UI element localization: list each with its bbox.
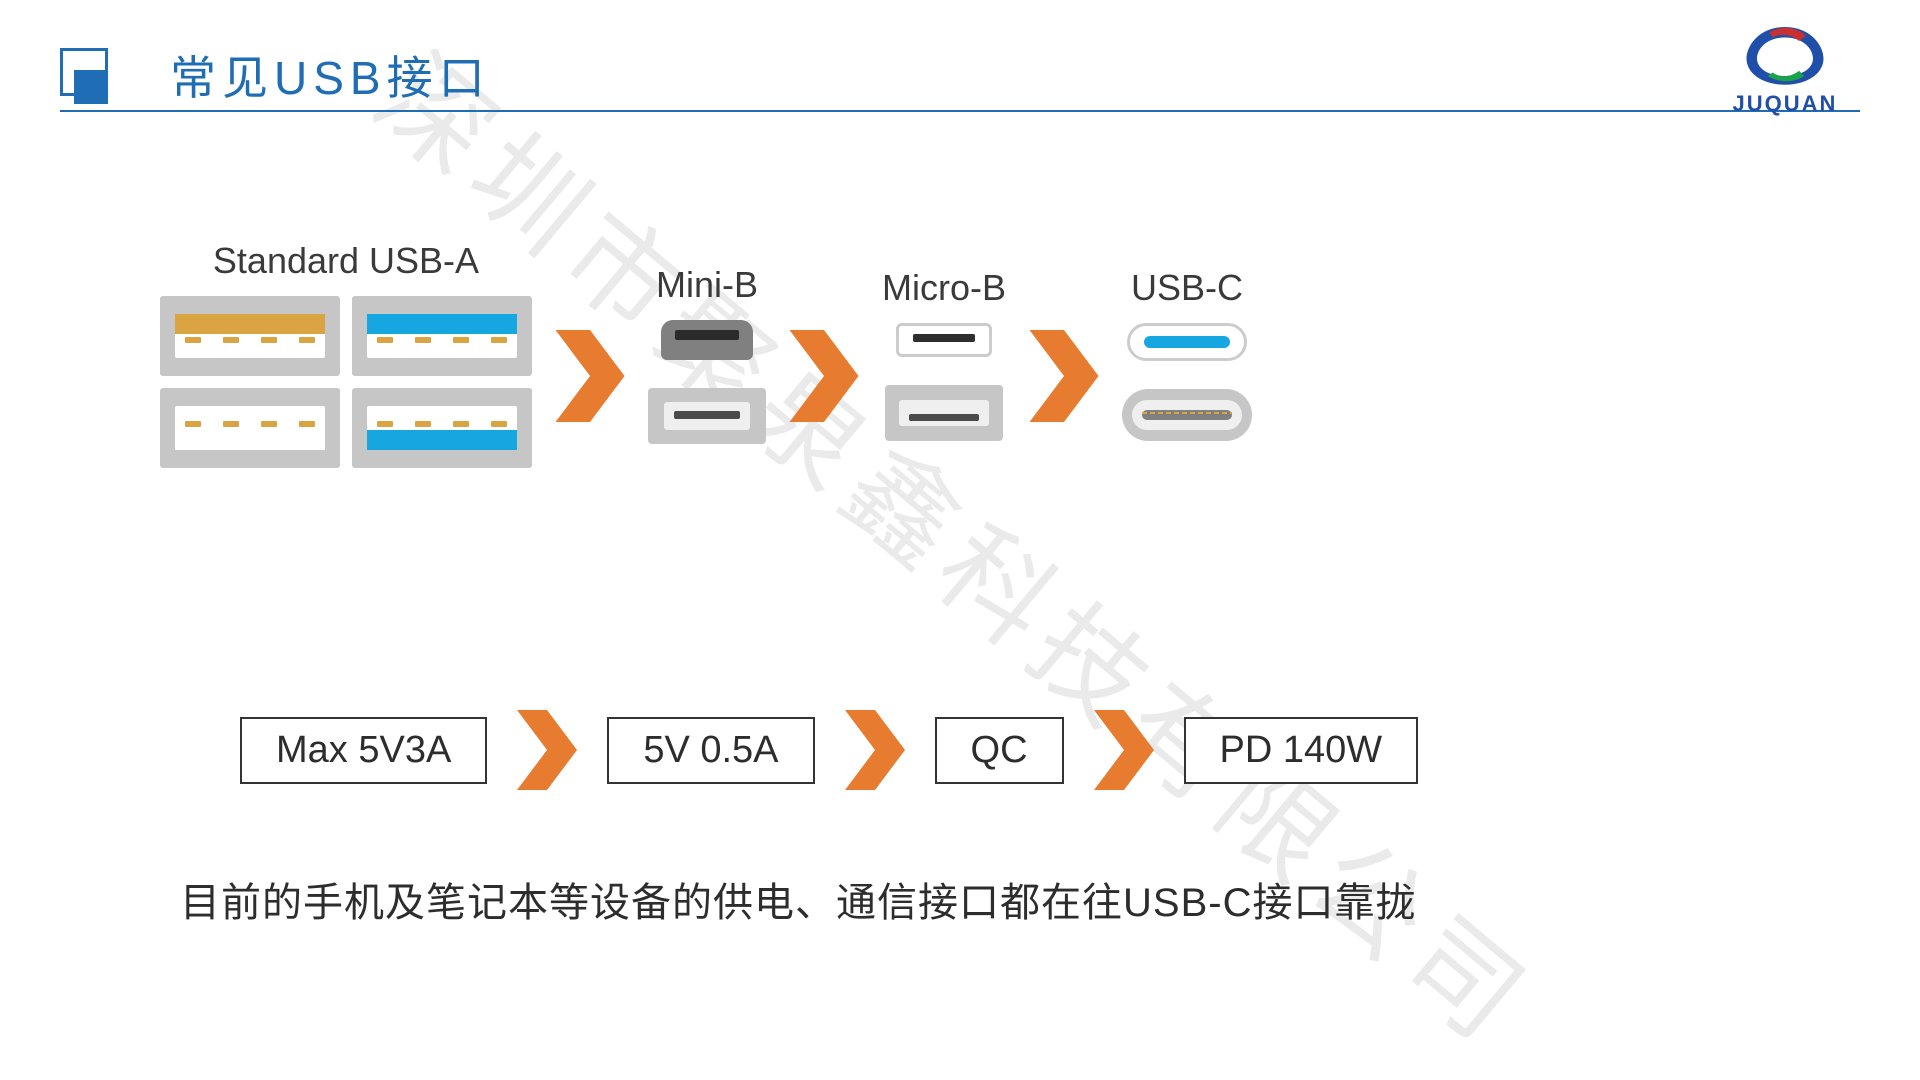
mini-b-plug-icon (661, 320, 753, 360)
arrow-icon (1024, 326, 1104, 426)
group-usb-a: Standard USB-A (160, 240, 532, 468)
header-rule (60, 110, 1860, 112)
arrow-icon (1084, 700, 1164, 800)
arrow-icon (835, 700, 915, 800)
mini-b-receptacle-icon (648, 388, 766, 444)
footer-sentence: 目前的手机及笔记本等设备的供电、通信接口都在往USB-C接口靠拢 (180, 870, 1416, 928)
arrow-icon (507, 700, 587, 800)
group-label-micro-b: Micro-B (882, 267, 1006, 309)
usb-a-receptacle-3_0 (352, 388, 532, 468)
usb-a-receptacle-2_0 (160, 388, 340, 468)
group-label-mini-b: Mini-B (656, 264, 758, 306)
header-bullet-icon (60, 48, 108, 96)
page-title: 常见USB接口 (170, 42, 491, 108)
group-micro-b: Micro-B (882, 267, 1006, 441)
usb-a-plug-3_0 (352, 296, 532, 376)
arrow-icon (784, 326, 864, 426)
micro-b-plug-icon (896, 323, 992, 357)
group-label-usb-c: USB-C (1131, 267, 1243, 309)
usb-a-plug-2_0 (160, 296, 340, 376)
usb-c-receptacle-icon (1122, 389, 1252, 441)
spec-box: QC (935, 717, 1064, 784)
spec-row: Max 5V3A 5V 0.5A QC PD 140W (240, 700, 1680, 800)
group-usb-c: USB-C (1122, 267, 1252, 441)
spec-box: PD 140W (1184, 717, 1419, 784)
usb-c-plug-icon (1127, 323, 1247, 361)
brand-logo: JUQUAN (1710, 20, 1860, 117)
arrow-icon (550, 326, 630, 426)
spec-box: Max 5V3A (240, 717, 487, 784)
connectors-row: Standard USB-A Mini-B (160, 240, 1800, 468)
spec-box: 5V 0.5A (607, 717, 814, 784)
micro-b-receptacle-icon (885, 385, 1003, 441)
slide-header: 常见USB接口 (60, 30, 1860, 110)
brand-logo-text: JUQUAN (1710, 91, 1860, 117)
group-mini-b: Mini-B (648, 264, 766, 444)
brand-logo-icon (1740, 20, 1830, 90)
group-label-usb-a: Standard USB-A (213, 240, 479, 282)
